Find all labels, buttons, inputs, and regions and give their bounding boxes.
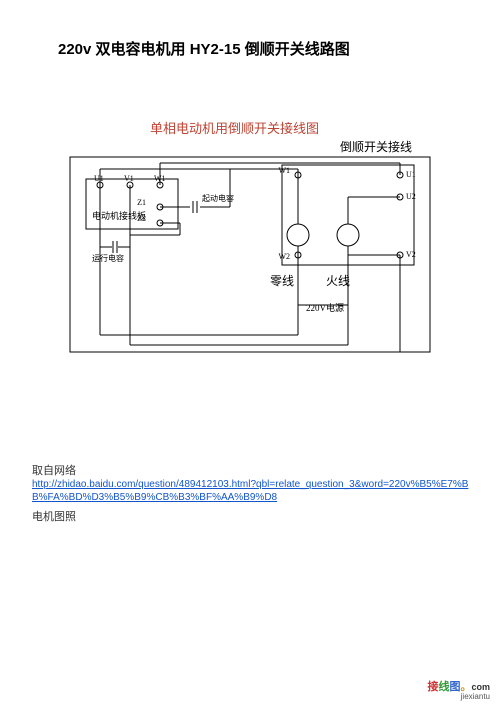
svg-text:U1: U1 [406,170,416,179]
svg-text:倒顺开关接线: 倒顺开关接线 [340,139,412,154]
svg-text:起动电容: 起动电容 [202,193,234,203]
svg-text:U2: U2 [406,192,416,201]
svg-text:V2: V2 [406,250,416,259]
svg-text:Z2: Z2 [137,214,146,223]
source-link[interactable]: http://zhidao.baidu.com/question/4894121… [32,478,472,504]
svg-text:零线: 零线 [270,274,294,288]
svg-text:U1: U1 [94,174,104,183]
svg-text:V1: V1 [124,174,134,183]
motor-photo-label: 电机图照 [32,508,472,524]
source-label: 取自网络 [32,462,472,478]
svg-text:220V电源: 220V电源 [306,302,344,313]
svg-text:运行电容: 运行电容 [92,253,124,263]
svg-text:火线: 火线 [326,274,350,288]
circuit-svg: 倒顺开关接线电动机接线板U1V1W1Z1Z2W1U1U2V2W2起动电容运行电容… [50,135,450,375]
watermark-domain: jiexiantu [427,693,490,702]
page-title: 220v 双电容电机用 HY2-15 倒顺开关线路图 [58,38,350,59]
circuit-diagram: 倒顺开关接线电动机接线板U1V1W1Z1Z2W1U1U2V2W2起动电容运行电容… [50,135,450,375]
watermark: 接线图。com jiexiantu [427,681,490,702]
svg-text:Z1: Z1 [137,198,146,207]
source-section: 取自网络 http://zhidao.baidu.com/question/48… [32,462,472,524]
svg-text:W2: W2 [278,252,290,261]
svg-text:W1: W1 [278,166,290,175]
